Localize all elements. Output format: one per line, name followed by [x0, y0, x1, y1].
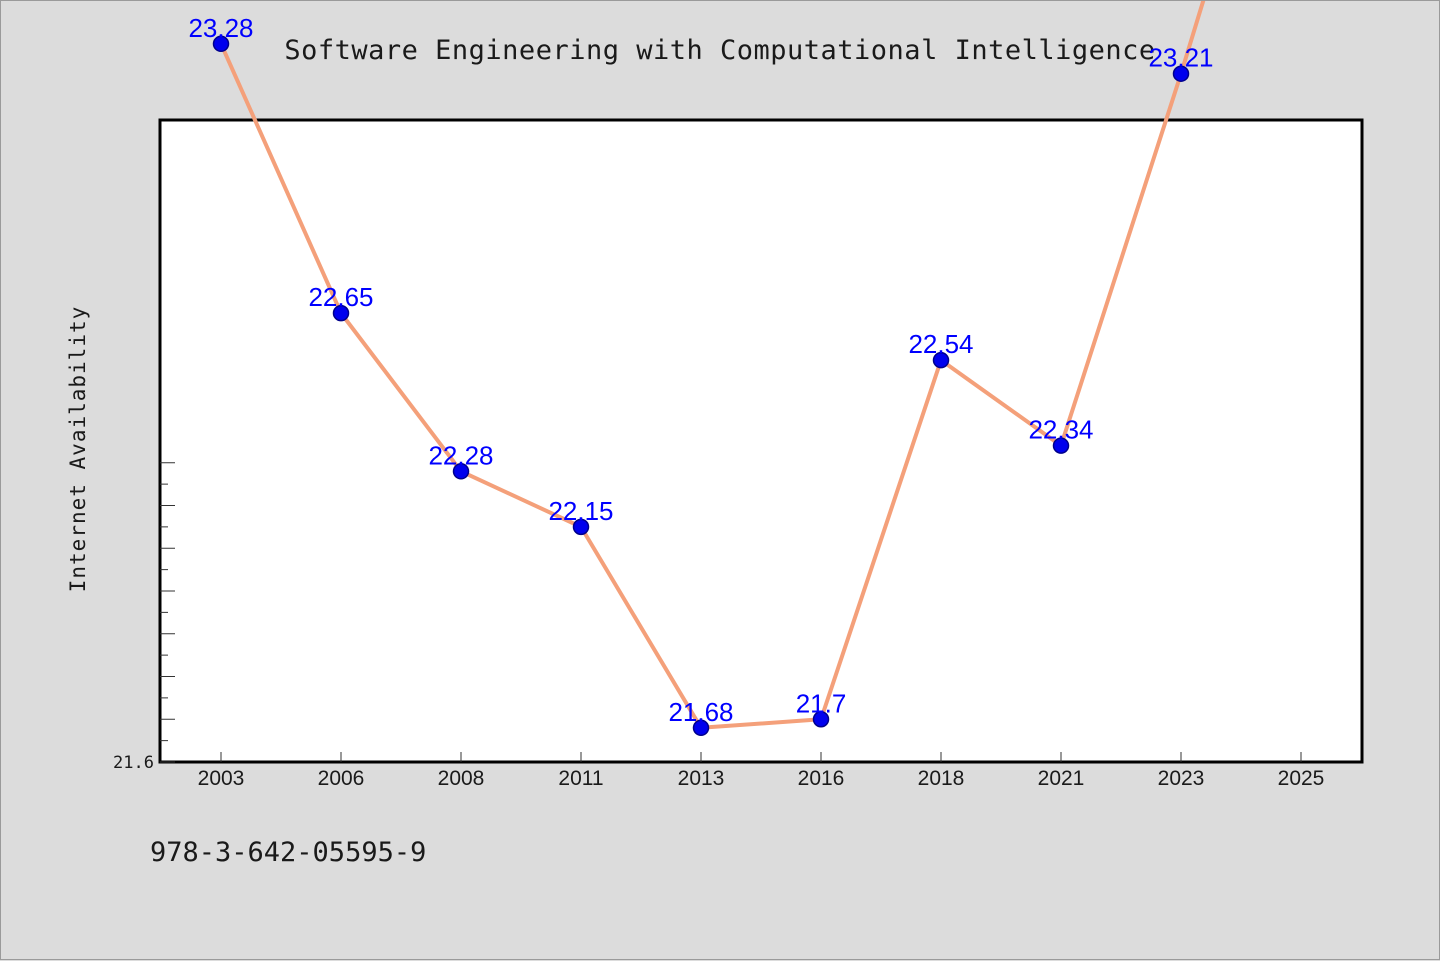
- chart-title: Software Engineering with Computational …: [284, 35, 1156, 66]
- data-label: 21.68: [668, 697, 733, 727]
- data-label: 22.65: [308, 282, 373, 312]
- data-label: 21.7: [796, 688, 847, 718]
- data-point: [1052, 437, 1070, 454]
- x-tick-label: 2018: [918, 767, 965, 790]
- data-label: 23.21: [1148, 43, 1213, 73]
- data-point: [1172, 65, 1190, 82]
- x-tick-label: 2003: [198, 767, 245, 790]
- data-label: 23.28: [188, 13, 253, 43]
- data-label: 22.15: [548, 496, 613, 526]
- series-line: [219, 1, 1206, 730]
- x-tick-label: 2016: [798, 767, 845, 790]
- data-point: [932, 351, 950, 369]
- data-label: 22.28: [428, 440, 493, 470]
- data-point: [212, 35, 230, 53]
- data-point: [572, 518, 590, 536]
- data-point: [332, 304, 350, 322]
- x-tick-label: 2011: [558, 767, 603, 790]
- plot-area: [158, 118, 1364, 764]
- data-point: [452, 463, 470, 480]
- x-tick-label: 2013: [678, 767, 725, 790]
- x-tick-label: 2006: [318, 767, 365, 790]
- x-tick-label: 2008: [438, 767, 485, 790]
- isbn-code: 978-3-642-05595-9: [150, 837, 427, 868]
- x-tick-label: 2021: [1038, 767, 1085, 790]
- data-label: 22.34: [1028, 415, 1093, 445]
- x-tick-label: 2025: [1278, 767, 1325, 790]
- data-label: 22.54: [908, 329, 973, 359]
- x-tick-label: 2023: [1158, 767, 1205, 790]
- y-tick-label: 21.6: [113, 753, 154, 773]
- data-point: [812, 711, 830, 728]
- data-point: [692, 719, 710, 737]
